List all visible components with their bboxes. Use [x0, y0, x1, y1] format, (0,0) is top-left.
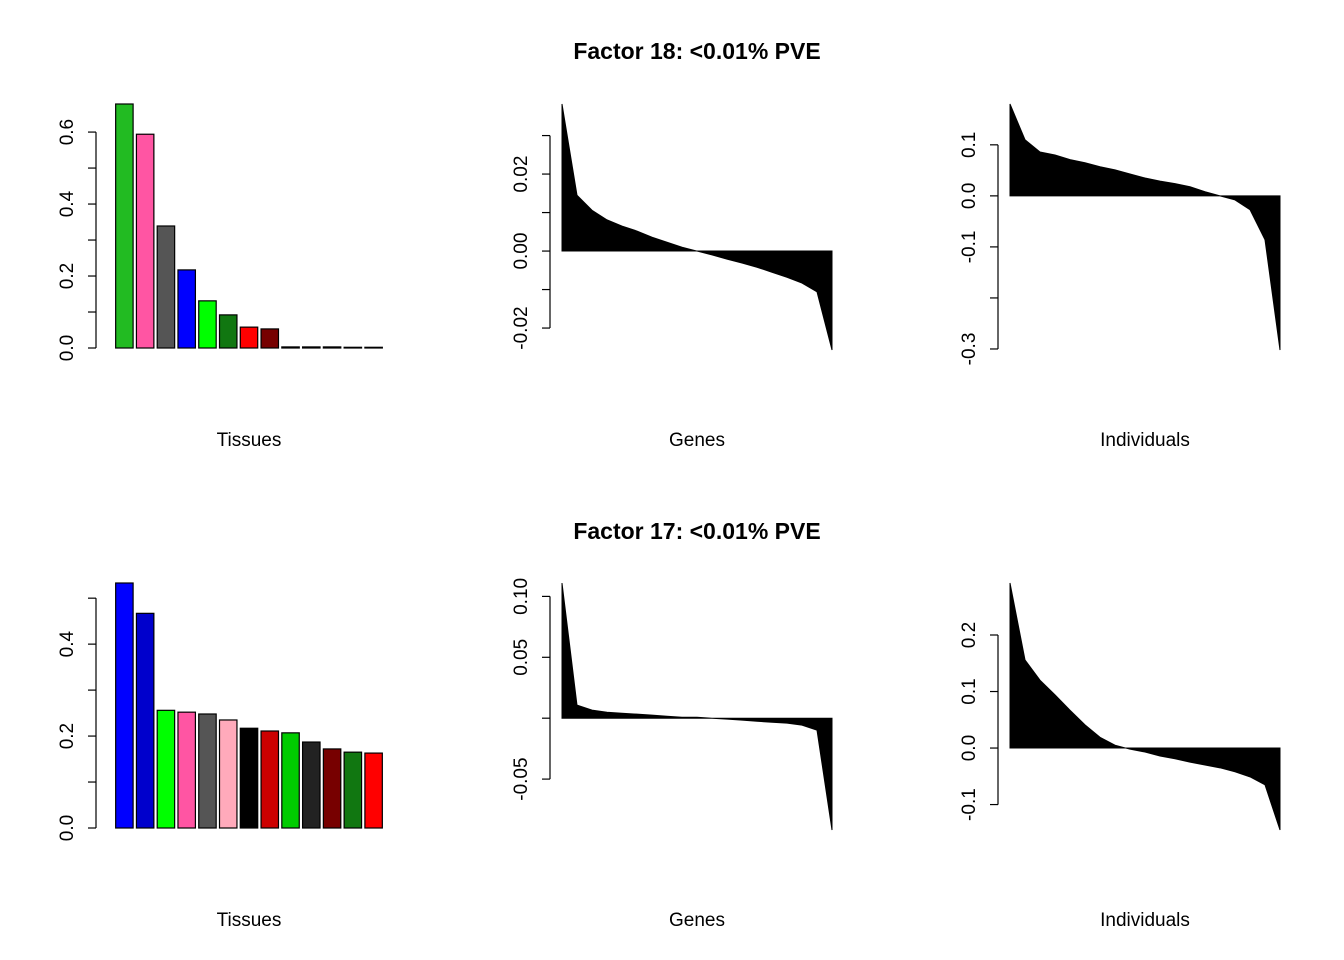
x-axis-label: Tissues — [217, 430, 282, 451]
bar — [239, 727, 259, 829]
y-tick-label: -0.3 — [959, 333, 980, 366]
x-axis-label: Genes — [669, 430, 725, 451]
bar — [218, 314, 238, 349]
bar — [301, 741, 321, 829]
bar — [260, 730, 280, 829]
bar — [177, 269, 197, 349]
y-tick-label: 0.0 — [57, 815, 78, 841]
x-axis-label: Individuals — [1100, 910, 1190, 931]
bar — [364, 752, 383, 829]
y-tick-label: 0.10 — [511, 578, 532, 615]
y-tick-label: 0.0 — [57, 335, 78, 361]
y-tick-label: -0.05 — [511, 757, 532, 800]
y-tick-label: 0.2 — [959, 622, 980, 648]
bar — [343, 751, 363, 829]
y-tick-label: -0.1 — [959, 231, 980, 264]
loading-area — [561, 582, 833, 831]
loading-area — [561, 103, 833, 351]
bar — [198, 300, 217, 349]
bar — [156, 225, 176, 349]
y-tick-label: 0.2 — [57, 263, 78, 289]
bar — [177, 711, 197, 829]
bar — [135, 133, 155, 349]
y-tick-label: 0.02 — [511, 156, 532, 193]
bar — [135, 612, 155, 829]
y-tick-label: -0.1 — [959, 788, 980, 821]
bar — [239, 326, 259, 349]
loading-area — [1009, 582, 1281, 831]
bar — [218, 719, 238, 829]
y-tick-label: 0.0 — [959, 735, 980, 761]
panel-title: Factor 17: <0.01% PVE — [573, 518, 820, 544]
y-tick-label: 0.1 — [959, 678, 980, 704]
bar — [322, 748, 342, 829]
bar — [281, 732, 300, 829]
x-axis-label: Genes — [669, 910, 725, 931]
y-tick-label: 0.2 — [57, 723, 78, 749]
bar — [281, 346, 300, 349]
bar — [364, 346, 383, 349]
bar — [301, 346, 321, 349]
loading-area — [1009, 103, 1281, 351]
bar — [343, 346, 363, 349]
bar — [115, 582, 134, 829]
y-tick-label: 0.4 — [57, 631, 78, 658]
bar — [156, 709, 176, 829]
y-tick-label: -0.02 — [511, 306, 532, 349]
bar — [115, 103, 134, 349]
x-axis-label: Individuals — [1100, 430, 1190, 451]
y-tick-label: 0.00 — [511, 233, 532, 270]
y-tick-label: 0.05 — [511, 639, 532, 676]
bar — [198, 713, 217, 829]
y-tick-label: 0.1 — [959, 132, 980, 158]
y-tick-label: 0.4 — [57, 190, 78, 217]
y-tick-label: 0.0 — [959, 183, 980, 209]
bar — [260, 328, 280, 349]
panel-title: Factor 18: <0.01% PVE — [573, 38, 820, 64]
y-tick-label: 0.6 — [57, 119, 78, 145]
x-axis-label: Tissues — [217, 910, 282, 931]
bar — [322, 346, 342, 349]
